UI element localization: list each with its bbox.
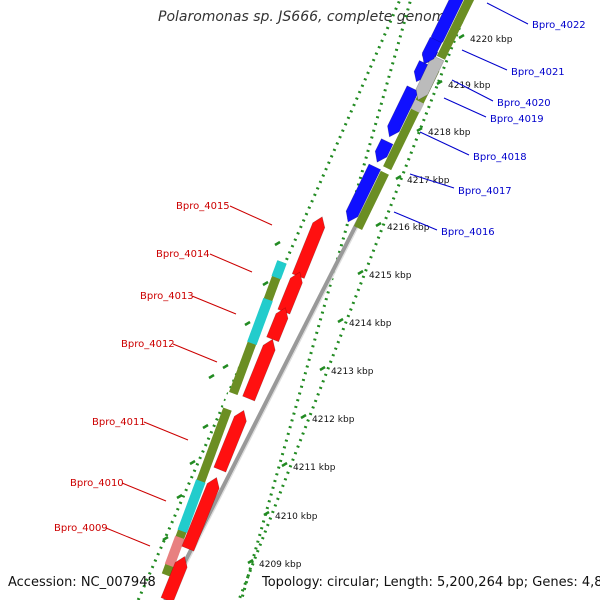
gene-callout-line: [191, 295, 237, 315]
forward-band-gap: [222, 391, 238, 411]
gene-arrow-forward[interactable]: [160, 556, 188, 600]
kbp-tick: [319, 365, 326, 372]
gene-callout-line: [172, 343, 218, 363]
partial-feature-segment: [164, 535, 185, 568]
gene-label-bpro-4020[interactable]: Bpro_4020: [497, 98, 551, 109]
kbp-tick: [337, 317, 344, 324]
gene-label-bpro-4010[interactable]: Bpro_4010: [70, 478, 124, 489]
gene-callout-line: [143, 421, 189, 441]
rna-feature-segment: [177, 479, 206, 533]
kbp-tick: [357, 269, 364, 276]
genome-title: Polaromonas sp. JS666, complete genome: [158, 9, 454, 25]
gene-callout-line: [121, 482, 167, 502]
gene-callout-line: [443, 97, 487, 118]
minor-tick: [274, 240, 281, 247]
gene-label-bpro-4009[interactable]: Bpro_4009: [54, 523, 108, 534]
gene-label-bpro-4015[interactable]: Bpro_4015: [176, 201, 230, 212]
gene-arrow-pseudo[interactable]: [415, 54, 445, 101]
gene-label-bpro-4016[interactable]: Bpro_4016: [441, 227, 495, 238]
gene-arrow-reverse[interactable]: [387, 85, 420, 138]
gene-label-bpro-4017[interactable]: Bpro_4017: [458, 186, 512, 197]
gene-label-bpro-4014[interactable]: Bpro_4014: [156, 249, 210, 260]
minor-tick: [189, 459, 196, 466]
outer-tick-line: [136, 0, 402, 600]
minor-tick: [222, 363, 229, 370]
kbp-tick: [375, 221, 382, 228]
kbp-tick-label: 4215 kbp: [369, 271, 412, 281]
kbp-tick-label: 4217 kbp: [407, 176, 450, 186]
gene-callout-line: [105, 527, 151, 547]
gene-label-bpro-4012[interactable]: Bpro_4012: [121, 339, 175, 350]
minor-tick: [262, 280, 269, 287]
kbp-tick: [458, 33, 465, 40]
rna-feature-segment: [271, 260, 287, 280]
kbp-tick-label: 4213 kbp: [331, 367, 374, 377]
minor-tick: [176, 493, 183, 500]
gene-arrow-forward[interactable]: [291, 216, 326, 279]
gene-arrow-forward[interactable]: [277, 271, 303, 315]
gene-arrow-forward[interactable]: [213, 409, 247, 473]
kbp-tick: [300, 413, 307, 420]
accession-text: Accession: NC_007948: [8, 575, 156, 590]
gene-label-bpro-4021[interactable]: Bpro_4021: [511, 67, 565, 78]
reverse-band-gap: [410, 99, 425, 113]
kbp-tick-label: 4209 kbp: [259, 560, 302, 570]
kbp-tick-label: 4214 kbp: [349, 319, 392, 329]
kbp-tick: [247, 558, 254, 565]
minor-tick: [202, 423, 209, 430]
kbp-tick-label: 4216 kbp: [387, 223, 430, 233]
gene-callout-line: [419, 131, 470, 156]
gene-arrow-reverse[interactable]: [421, 36, 443, 65]
kbp-tick-label: 4219 kbp: [448, 81, 491, 91]
kbp-tick: [281, 461, 288, 468]
gene-arrow-forward[interactable]: [181, 477, 220, 552]
gene-arrow-reverse[interactable]: [374, 138, 394, 163]
gene-label-bpro-4011[interactable]: Bpro_4011: [92, 417, 146, 428]
kbp-tick-label: 4212 kbp: [312, 415, 355, 425]
kbp-tick: [436, 79, 443, 86]
kbp-tick-label: 4220 kbp: [470, 35, 513, 45]
gene-label-bpro-4019[interactable]: Bpro_4019: [490, 114, 544, 125]
gene-callout-line: [461, 49, 508, 71]
kbp-tick-label: 4210 kbp: [275, 512, 318, 522]
gene-callout-line: [451, 79, 494, 102]
gene-arrow-forward[interactable]: [266, 307, 289, 343]
gene-label-bpro-4013[interactable]: Bpro_4013: [140, 291, 194, 302]
minor-tick: [244, 320, 251, 327]
gene-arrow-reverse[interactable]: [345, 163, 382, 223]
inner-tick-line: [239, 0, 413, 600]
kbp-tick-label: 4211 kbp: [293, 463, 336, 473]
gene-callout-line: [209, 253, 253, 273]
kbp-tick: [263, 510, 270, 517]
minor-tick: [162, 535, 169, 542]
kbp-tick: [395, 174, 402, 181]
gene-label-bpro-4018[interactable]: Bpro_4018: [473, 152, 527, 163]
kbp-tick: [416, 126, 423, 133]
kbp-tick-label: 4218 kbp: [428, 128, 471, 138]
minor-tick: [208, 373, 215, 380]
gene-callout-line: [393, 211, 438, 231]
topology-text: Topology: circular; Length: 5,200,264 bp…: [262, 575, 600, 590]
gene-arrow-forward[interactable]: [242, 338, 276, 402]
reverse-cds-band: [353, 0, 475, 230]
reverse-band-gap: [380, 166, 392, 175]
gene-callout-line: [409, 173, 455, 189]
gene-callout-line: [486, 2, 529, 25]
gene-label-bpro-4022[interactable]: Bpro_4022: [532, 20, 586, 31]
gene-callout-line: [229, 205, 273, 226]
rna-feature-segment: [247, 297, 273, 346]
